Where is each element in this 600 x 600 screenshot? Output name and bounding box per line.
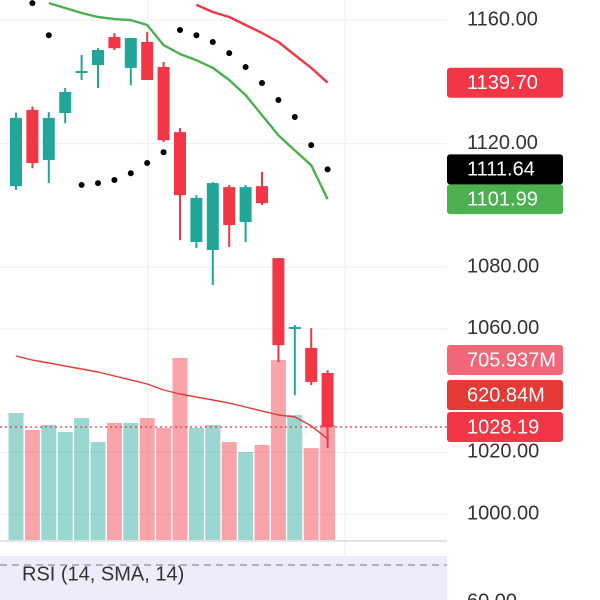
candle-body: [10, 117, 22, 187]
y-tick-label: 1120.00: [467, 132, 538, 154]
sar-dot: [45, 32, 52, 39]
price-badge: [447, 154, 563, 185]
candle-body: [42, 117, 55, 160]
candle-body: [141, 41, 154, 80]
volume-bar: [8, 413, 24, 540]
price-badge-label: 1139.70: [467, 72, 538, 94]
grid: [0, 19, 447, 515]
volume-bar: [238, 451, 254, 540]
volume-bar: [41, 424, 57, 540]
volume-bar: [205, 424, 221, 540]
candle-body: [305, 347, 318, 382]
candle-body: [174, 132, 186, 196]
sar-dot: [226, 50, 233, 57]
candle-body: [223, 187, 236, 226]
candle-body: [92, 50, 104, 66]
rsi-title: RSI (14, SMA, 14): [22, 563, 184, 585]
price-badge-label: 1111.64: [467, 159, 535, 181]
volume-bar: [156, 428, 172, 540]
sar-dot: [259, 80, 265, 87]
candle-body: [239, 187, 252, 222]
volume-bar: [270, 360, 286, 540]
volume-bar: [24, 429, 40, 540]
price-badge-label: 705.937M: [467, 349, 556, 371]
sar-dot: [193, 32, 200, 39]
sar-dot: [242, 63, 249, 70]
rsi-tick-label: 60.00: [467, 590, 517, 600]
volume-bar: [188, 428, 204, 540]
y-tick-label: 1160.00: [467, 8, 538, 30]
candle-body: [26, 109, 39, 164]
volume-bar: [172, 357, 188, 540]
candle-body: [272, 258, 285, 346]
candle-body: [59, 92, 72, 114]
volume-bar: [123, 422, 139, 540]
axis-labels: 1160.00 1120.00 1080.00 1060.00 1020.00 1000.…: [447, 8, 563, 524]
sar-dot: [177, 26, 183, 33]
volume-bar: [303, 448, 319, 540]
y-tick-label: 1020.00: [467, 441, 539, 463]
sar-dot: [95, 180, 101, 187]
candle-body: [206, 183, 219, 251]
y-tick-label: 1000.00: [467, 502, 539, 524]
volume-bar: [74, 418, 90, 540]
candle-body: [157, 66, 170, 141]
volume-bar: [254, 444, 270, 540]
price-badge-label: 1101.99: [467, 188, 538, 210]
y-tick-label: 1080.00: [467, 255, 539, 277]
sar-dot: [78, 181, 85, 188]
sar-dot: [144, 160, 151, 167]
sar-dot: [127, 170, 134, 177]
price-pane: [0, 0, 447, 448]
volume-bar: [221, 442, 237, 540]
price-badge-label: 1028.19: [467, 416, 539, 438]
volume-bar: [139, 418, 155, 540]
price-badge: [447, 412, 563, 443]
volume-bar: [287, 414, 303, 540]
candle-body: [288, 326, 301, 329]
volume-bar: [90, 442, 106, 540]
price-badge: [447, 380, 563, 410]
sar-dot: [29, 0, 36, 7]
sar-dot: [111, 177, 118, 183]
y-tick-label: 1060.00: [467, 317, 539, 339]
volume-bar: [320, 424, 336, 540]
candle-body: [256, 186, 268, 204]
candle-body: [75, 71, 88, 74]
sar-dot: [324, 166, 331, 173]
candle-body: [108, 37, 121, 49]
price-badge: [447, 67, 563, 98]
sar-dot: [275, 97, 282, 104]
volume-ma-line: [15, 355, 329, 440]
indicator-line: [48, 1, 329, 200]
price-badge: [447, 345, 563, 375]
price-badge-label: 620.84M: [467, 384, 545, 406]
sar-dot: [209, 38, 216, 45]
candle-body: [321, 372, 334, 428]
price-badge: [447, 184, 563, 215]
candle-body: [124, 37, 137, 68]
candle-body: [190, 197, 203, 243]
rsi-pane: [0, 556, 447, 600]
sar-dot: [160, 149, 167, 156]
volume-pane: [8, 355, 336, 540]
volume-bar: [106, 422, 122, 540]
volume-bar: [57, 431, 73, 540]
sar-dot: [308, 142, 315, 149]
indicator-line: [195, 3, 329, 84]
sar-dot: [291, 114, 298, 121]
